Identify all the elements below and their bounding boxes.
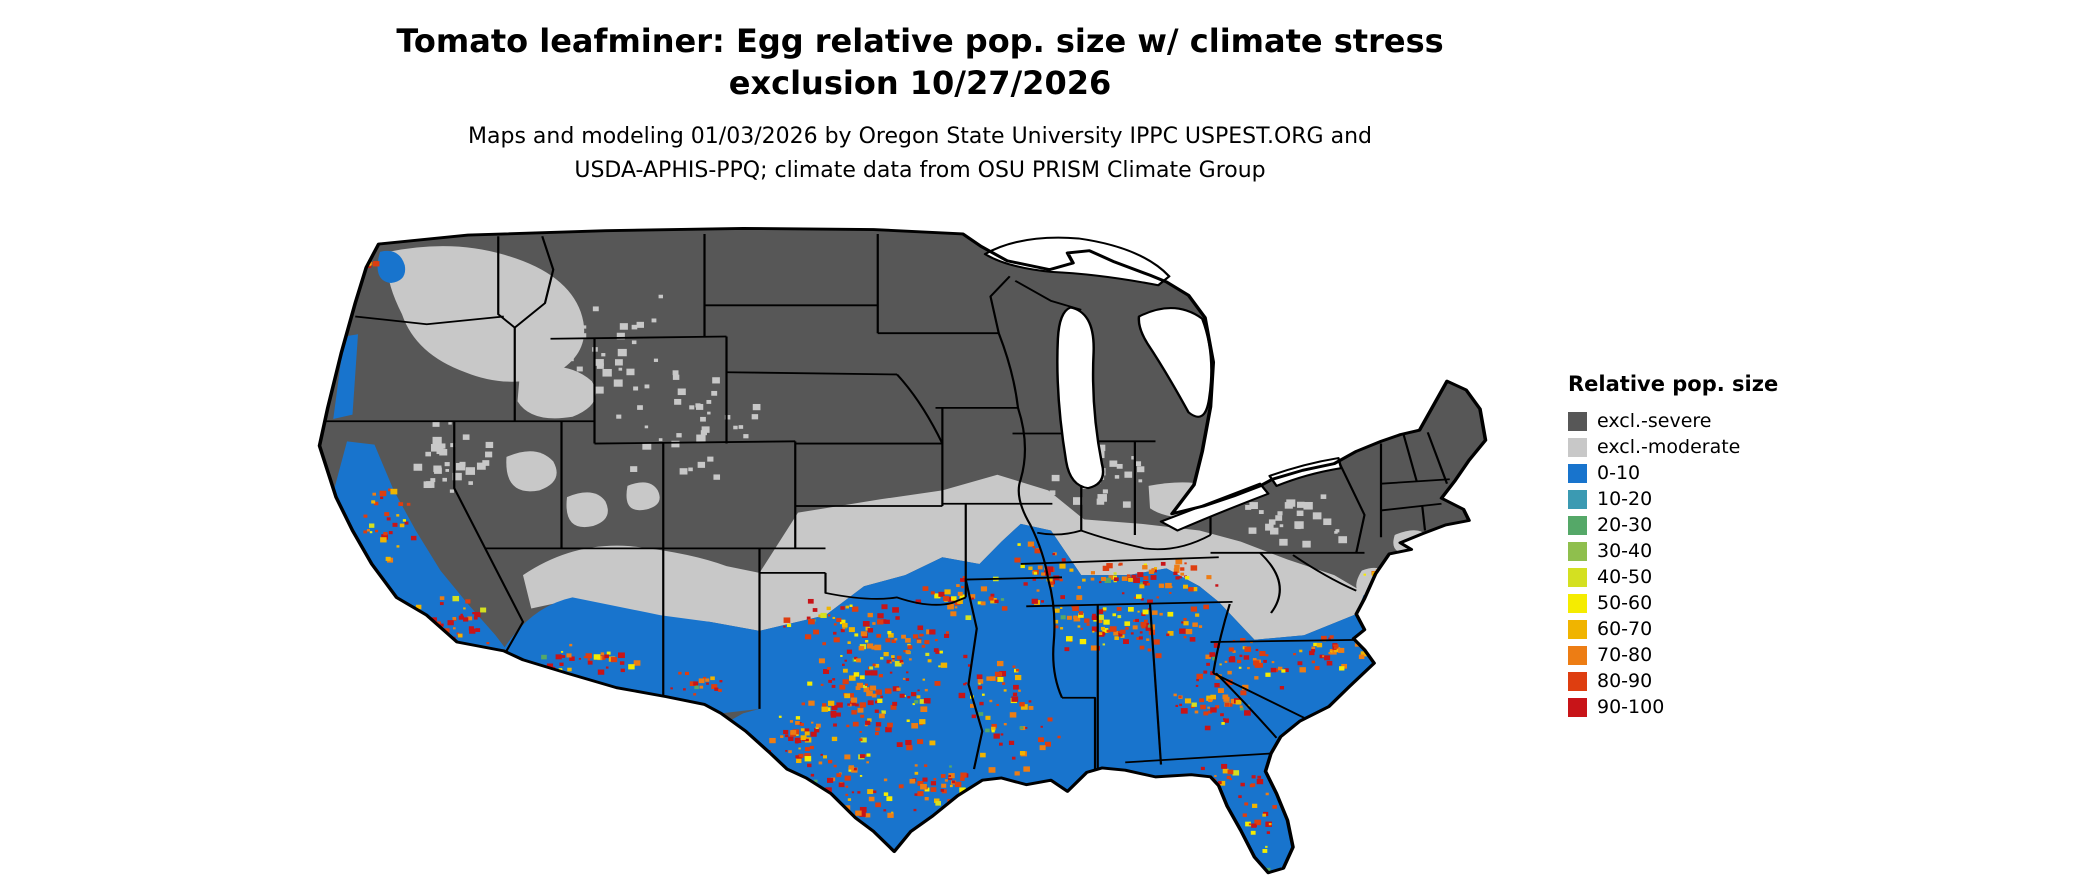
legend-label: excl.-moderate xyxy=(1597,435,1741,458)
legend-label: 30-40 xyxy=(1597,539,1653,562)
legend-entries: excl.-severe excl.-moderate 0-10 10-20 20-30… xyxy=(1568,408,1868,720)
legend-swatch xyxy=(1568,515,1587,535)
us-outline xyxy=(317,226,1488,875)
map-subtitle: Maps and modeling 01/03/2026 by Oregon S… xyxy=(0,120,1840,188)
legend-item: 20-30 xyxy=(1568,512,1868,538)
legend-swatch xyxy=(1568,697,1587,717)
map-title: Tomato leafminer: Egg relative pop. size… xyxy=(0,20,1840,104)
legend-label: 0-10 xyxy=(1597,461,1641,484)
legend-item: 60-70 xyxy=(1568,616,1868,642)
map-subtitle-line2: USDA-APHIS-PPQ; climate data from OSU PR… xyxy=(574,158,1266,183)
legend: Relative pop. size excl.-severe excl.-mod… xyxy=(1568,372,1868,720)
legend-label: 70-80 xyxy=(1597,643,1653,666)
legend-item: 30-40 xyxy=(1568,538,1868,564)
lake-michigan xyxy=(1056,306,1105,490)
legend-label: 10-20 xyxy=(1597,487,1653,510)
legend-item: 50-60 xyxy=(1568,590,1868,616)
legend-swatch xyxy=(1568,411,1587,431)
legend-item: 0-10 xyxy=(1568,460,1868,486)
legend-title: Relative pop. size xyxy=(1568,372,1779,396)
map-title-line2: exclusion 10/27/2026 xyxy=(728,64,1112,102)
legend-swatch xyxy=(1568,489,1587,509)
terrain-texture-speckles xyxy=(413,294,1348,548)
great-lakes xyxy=(983,236,1343,532)
legend-item: 90-100 xyxy=(1568,694,1868,720)
legend-item: 40-50 xyxy=(1568,564,1868,590)
legend-label: 90-100 xyxy=(1597,695,1665,718)
legend-label: 80-90 xyxy=(1597,669,1653,692)
legend-item: 80-90 xyxy=(1568,668,1868,694)
legend-item: excl.-severe xyxy=(1568,408,1868,434)
state-borders xyxy=(322,233,1450,770)
legend-label: excl.-severe xyxy=(1597,409,1712,432)
legend-swatch xyxy=(1568,567,1587,587)
legend-swatch xyxy=(1568,463,1587,483)
lake-superior xyxy=(983,236,1171,287)
legend-swatch xyxy=(1568,645,1587,665)
legend-label: 60-70 xyxy=(1597,617,1653,640)
map-subtitle-line1: Maps and modeling 01/03/2026 by Oregon S… xyxy=(468,124,1372,149)
legend-swatch xyxy=(1568,619,1587,639)
lake-huron xyxy=(1137,307,1213,418)
legend-swatch xyxy=(1568,671,1587,691)
legend-label: 40-50 xyxy=(1597,565,1653,588)
map-title-line1: Tomato leafminer: Egg relative pop. size… xyxy=(396,22,1444,60)
legend-item: 10-20 xyxy=(1568,486,1868,512)
legend-item: 70-80 xyxy=(1568,642,1868,668)
legend-label: 50-60 xyxy=(1597,591,1653,614)
legend-label: 20-30 xyxy=(1597,513,1653,536)
us-map xyxy=(317,226,1488,875)
legend-swatch xyxy=(1568,437,1587,457)
legend-item: excl.-moderate xyxy=(1568,434,1868,460)
legend-swatch xyxy=(1568,593,1587,613)
legend-swatch xyxy=(1568,541,1587,561)
